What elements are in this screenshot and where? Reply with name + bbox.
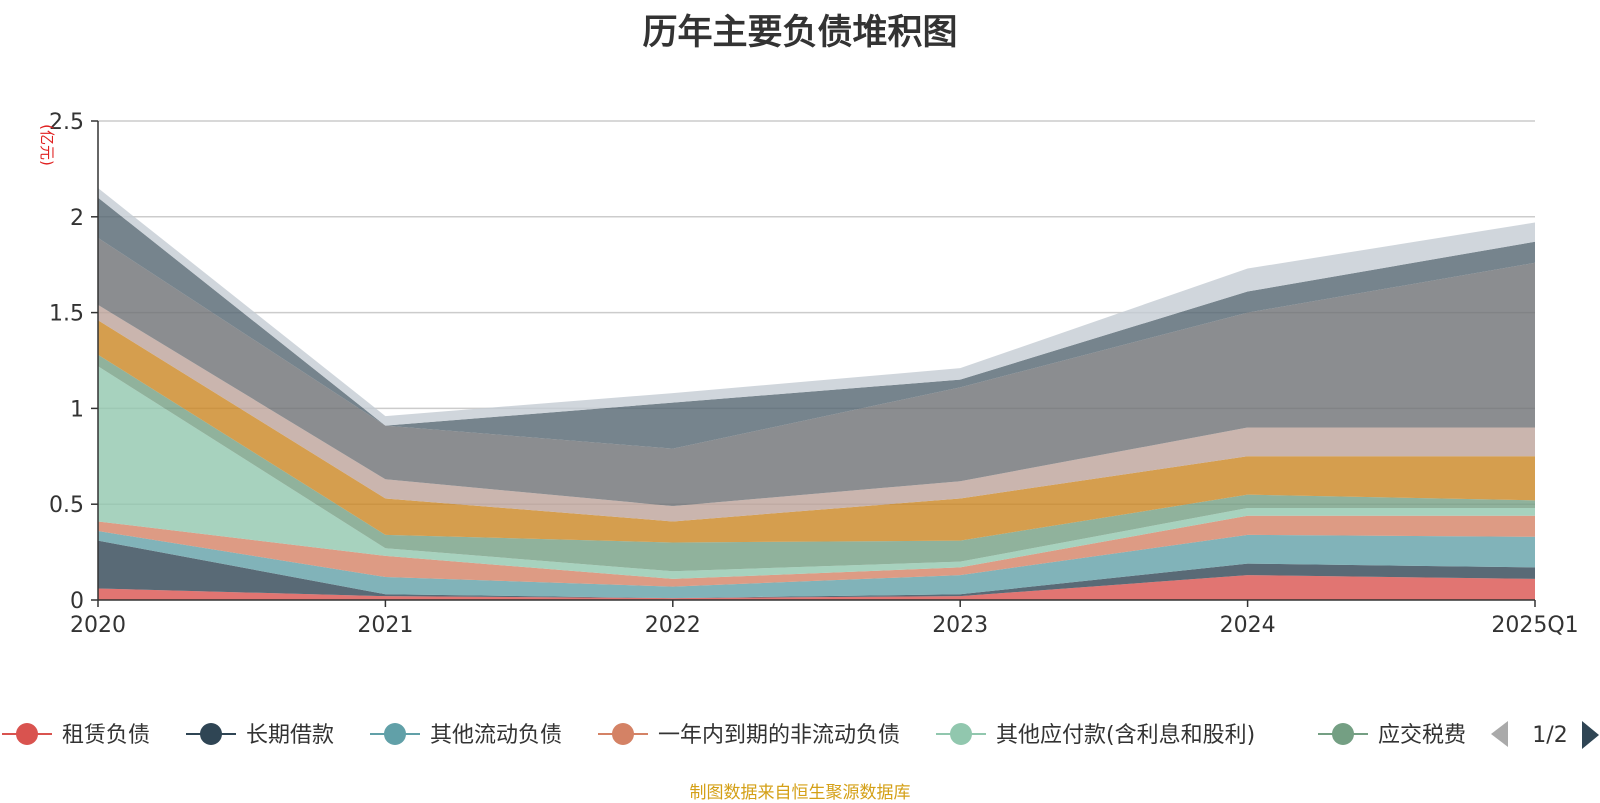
legend-label: 长期借款 xyxy=(246,723,334,748)
y-axis-unit-label: (亿元) xyxy=(38,124,56,166)
legend-label: 一年内到期的非流动负债 xyxy=(658,723,900,748)
x-tick-label: 2023 xyxy=(932,613,988,638)
area-series-4 xyxy=(98,366,1535,579)
data-source-note: 制图数据来自恒生聚源数据库 xyxy=(689,783,911,803)
legend-page-indicator: 1/2 xyxy=(1532,723,1567,748)
area-series-1 xyxy=(98,540,1535,599)
legend-label: 应交税费 xyxy=(1378,723,1466,748)
area-series-2 xyxy=(98,531,1535,599)
legend-item[interactable]: 其他应付款(含利息和股利) xyxy=(936,723,1255,748)
x-tick-label: 2020 xyxy=(70,613,126,638)
y-tick-label: 0 xyxy=(70,589,84,614)
legend-item[interactable]: 其他流动负债 xyxy=(370,723,562,748)
series-areas xyxy=(98,188,1535,600)
area-series-5 xyxy=(98,354,1535,572)
legend-prev-page-icon[interactable] xyxy=(1491,721,1508,747)
legend-circle-icon xyxy=(1332,723,1354,745)
legend-circle-icon xyxy=(950,723,972,745)
x-tick-label: 2021 xyxy=(357,613,413,638)
y-tick-label: 0.5 xyxy=(49,493,84,518)
area-series-3 xyxy=(98,515,1535,587)
legend-circle-icon xyxy=(200,723,222,745)
legend-circle-icon xyxy=(384,723,406,745)
chart-title: 历年主要负债堆积图 xyxy=(642,13,958,53)
x-tick-label: 2025Q1 xyxy=(1491,613,1578,638)
legend-item[interactable]: 长期借款 xyxy=(186,723,334,748)
area-series-9 xyxy=(98,197,1535,449)
y-tick-label: 2 xyxy=(70,206,84,231)
legend-item[interactable]: 应交税费 xyxy=(1318,723,1466,748)
legend-item[interactable]: 租赁负债 xyxy=(2,723,150,748)
x-tick-label: 2024 xyxy=(1220,613,1276,638)
legend-label: 其他应付款(含利息和股利) xyxy=(996,723,1255,748)
legend-label: 租赁负债 xyxy=(62,723,150,748)
legend: 租赁负债 长期借款 其他流动负债 一年内到期的非流动负债 其他应付款(含利息和股利) 应交… xyxy=(2,721,1599,749)
legend-label: 其他流动负债 xyxy=(430,723,562,748)
legend-circle-icon xyxy=(612,723,634,745)
y-tick-label: 1 xyxy=(70,397,84,422)
area-series-6 xyxy=(98,320,1535,543)
y-tick-label: 2.5 xyxy=(49,110,84,135)
legend-items: 租赁负债 长期借款 其他流动负债 一年内到期的非流动负债 其他应付款(含利息和股利) 应交… xyxy=(2,723,1466,748)
legend-next-page-icon[interactable] xyxy=(1582,721,1599,749)
area-series-0 xyxy=(98,575,1535,600)
x-tick-label: 2022 xyxy=(645,613,701,638)
legend-item[interactable]: 一年内到期的非流动负债 xyxy=(598,723,900,748)
y-tick-label: 1.5 xyxy=(49,302,84,327)
area-series-8 xyxy=(98,237,1535,507)
axes: 0 0.5 1 1.5 2 2.5 2020 2021 2022 2023 2024 2025Q1 (亿… xyxy=(38,110,1579,638)
legend-circle-icon xyxy=(16,723,38,745)
